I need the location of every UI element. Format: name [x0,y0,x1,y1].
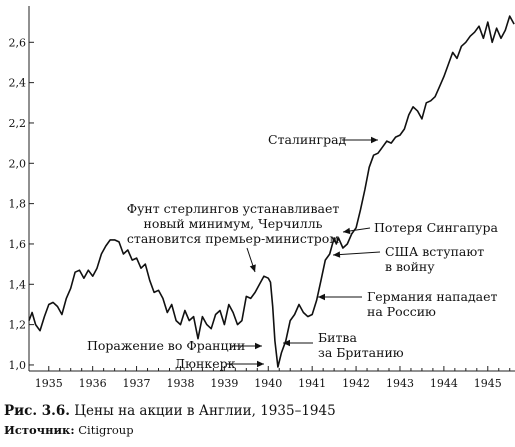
y-tick-label: 2,0 [9,157,27,170]
y-axis: 1,0 1,2 1,4 1,6 1,8 2,0 2,2 2,4 2,6 [9,6,34,372]
annotation-label: Дюнкерк [175,356,236,371]
x-tick-label: 1939 [210,377,238,390]
annotation: Дюнкерк [175,356,264,371]
x-tick-label: 1937 [123,377,151,390]
annotation: Потеря Сингапура [342,220,499,235]
annotation-label: Потеря Сингапура [374,220,499,235]
annotation-label: Германия нападает [367,289,497,304]
x-tick-label: 1942 [342,377,370,390]
y-tick-label: 2,4 [9,77,27,90]
annotation-arrow [332,251,381,256]
y-tick-label: 2,2 [9,117,27,130]
y-tick-label: 1,8 [9,198,27,211]
annotation-label: становится премьер-министром [127,231,339,246]
series-layer [28,15,515,368]
y-tick-label: 1,6 [9,238,27,251]
arrow-head [333,251,341,258]
arrow-head [283,339,290,347]
y-tick-label: 2,6 [9,36,27,49]
annotation-label: Битва [318,330,357,345]
x-tick-label: 1941 [298,377,326,390]
x-tick-label: 1936 [79,377,107,390]
series-line [28,15,515,368]
annotation-label: Фунт стерлингов устанавливает [127,201,340,216]
annotation-label: Сталинград [268,132,347,147]
annotation-label: в войну [385,259,435,274]
y-tick-label: 1,2 [9,319,27,332]
annotation: Поражение во Франции [87,338,262,353]
source-label: Источник: [4,423,75,437]
x-tick-label: 1940 [254,377,282,390]
annotation: Сталинград [268,132,378,147]
arrow-head [255,342,262,350]
annotation-label: США вступают [385,244,484,259]
x-tick-label: 1943 [386,377,414,390]
annotation-label: на Россию [367,304,436,319]
y-tick-label: 1,4 [9,278,27,291]
y-tick-label: 1,0 [9,359,27,372]
figure-title: Цены на акции в Англии, 1935–1945 [74,403,336,419]
x-axis: 1935 1936 1937 1938 1939 1940 1941 1942 1943 1944… [29,366,515,390]
annotation-label: Поражение во Франции [87,338,245,353]
stock-price-chart: 1,0 1,2 1,4 1,6 1,8 2,0 2,2 2,4 2,6 1935 1936 1937… [9,6,515,390]
figure-number: Рис. 3.6. [4,403,70,419]
arrow-head [257,360,264,368]
x-tick-label: 1935 [35,377,63,390]
source-text: Citigroup [78,423,134,437]
x-tick-label: 1944 [430,377,458,390]
arrow-head [371,136,378,144]
figure-caption: Рис. 3.6. Цены на акции в Англии, 1935–1… [4,403,512,420]
x-tick-label: 1938 [166,377,194,390]
annotation-label: новый минимум, Черчилль [144,216,323,231]
arrow-head [249,264,256,272]
arrow-head [343,227,351,235]
annotation-label: за Британию [318,345,404,360]
figure-source: Источник: Citigroup [4,422,512,438]
arrow-head [318,293,325,301]
x-tick-label: 1945 [474,377,502,390]
